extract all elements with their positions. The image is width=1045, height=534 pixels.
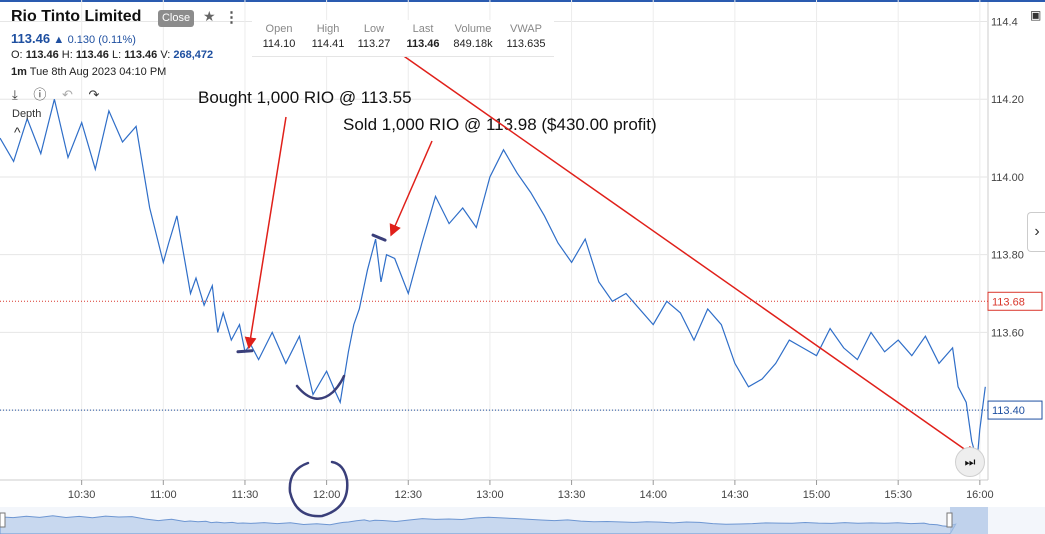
- low-label: L:: [111, 49, 122, 61]
- high-label: H:: [61, 49, 73, 61]
- undo-icon[interactable]: ↶: [62, 87, 73, 102]
- download-icon[interactable]: ⤓: [12, 87, 18, 102]
- price-series-line: [0, 99, 986, 461]
- ohlc-cell-vwap: VWAP 113.635: [506, 23, 546, 50]
- x-tick-label: 14:30: [721, 489, 749, 501]
- header: Rio Tinto Limited: [11, 8, 141, 26]
- sell-mark: [371, 233, 387, 242]
- sold-annotation: Sold 1,000 RIO @ 113.98 ($430.00 profit): [343, 115, 657, 134]
- volume-value: 268,472: [173, 49, 214, 61]
- depth-toggle[interactable]: Depth: [12, 108, 42, 120]
- reference-label-box: [987, 291, 1043, 311]
- ohlc-cell-volume: Volume 849.18k: [453, 23, 493, 50]
- price-change: 0.130 (0.11%): [67, 34, 136, 46]
- open-value: 113.46: [25, 49, 59, 61]
- up-triangle-icon: ▲: [53, 34, 65, 46]
- y-tick-label: 114.00: [991, 172, 1024, 184]
- x-tick-label: 12:30: [394, 489, 422, 501]
- time-circle-mark: [288, 460, 349, 518]
- x-tick-label: 15:30: [884, 489, 912, 501]
- bought-annotation: Bought 1,000 RIO @ 113.55: [198, 88, 412, 107]
- navigator-handle-left: [0, 512, 6, 528]
- info-icon[interactable]: ⓘ: [33, 87, 47, 102]
- ohlcv-line: O: 113.46 H: 113.46 L: 113.46 V: 268,472: [11, 49, 213, 61]
- high-value: 113.46: [75, 49, 109, 61]
- navigator-window: [950, 507, 988, 534]
- reference-label-box: [987, 400, 1043, 420]
- buy-mark: [236, 349, 254, 354]
- market-status-badge[interactable]: Close: [158, 10, 194, 27]
- x-tick-label: 13:30: [558, 489, 586, 501]
- more-options-icon[interactable]: ⋮: [224, 9, 239, 26]
- price-line: 113.46 ▲ 0.130 (0.11%): [11, 31, 136, 46]
- x-tick-label: 11:30: [232, 489, 259, 501]
- chart-toolbar: ⤓ ⓘ ↶ ↷: [12, 84, 111, 103]
- low-circle-mark: [295, 374, 346, 400]
- ohlc-summary-table: Open 114.10 High 114.41 Low 113.27 Last …: [252, 20, 554, 57]
- open-label: O:: [11, 49, 23, 61]
- x-tick-label: 12:00: [313, 489, 341, 501]
- datetime: Tue 8th Aug 2023 04:10 PM: [29, 66, 167, 78]
- x-tick-label: 10:30: [68, 489, 96, 501]
- instrument-title: Rio Tinto Limited: [11, 8, 142, 25]
- y-tick-label: 114.4: [991, 17, 1018, 29]
- ohlc-cell-open: Open 114.10: [262, 23, 296, 50]
- volume-label: V:: [160, 49, 171, 61]
- ohlc-cell-last: Last 113.46: [406, 23, 440, 50]
- expand-panel-chevron-icon[interactable]: ›: [1027, 212, 1045, 252]
- bought-arrow: [244, 116, 287, 350]
- x-tick-label: 11:00: [150, 489, 177, 501]
- last-price: 113.46: [11, 31, 51, 46]
- reference-label: 113.68: [992, 296, 1025, 308]
- x-tick-label: 16:00: [966, 489, 994, 501]
- interval-line: 1m Tue 8th Aug 2023 04:10 PM: [11, 66, 166, 78]
- ohlc-cell-high: High 114.41: [311, 23, 345, 50]
- x-tick-label: 13:00: [476, 489, 504, 501]
- redo-icon[interactable]: ↷: [88, 87, 100, 102]
- low-arrow: [397, 51, 977, 458]
- navigator-handle-right: [946, 512, 953, 528]
- toolbox-icon[interactable]: ▣: [1030, 8, 1042, 22]
- ohlc-cell-low: Low 113.27: [357, 23, 391, 50]
- skip-to-end-icon[interactable]: ⏭: [955, 447, 985, 477]
- navigator-series: [0, 515, 957, 534]
- collapse-caret-icon[interactable]: ^: [14, 124, 21, 140]
- y-tick-label: 113.80: [991, 250, 1024, 262]
- low-value: 113.46: [124, 49, 158, 61]
- sold-arrow: [389, 140, 433, 237]
- y-tick-label: 113.60: [991, 327, 1024, 339]
- x-tick-label: 14:00: [639, 489, 667, 501]
- x-tick-label: 15:00: [803, 489, 831, 501]
- star-icon[interactable]: ★: [203, 8, 216, 24]
- reference-label: 113.40: [992, 405, 1025, 417]
- interval-selector[interactable]: 1m: [11, 66, 27, 78]
- y-tick-label: 114.20: [991, 94, 1024, 106]
